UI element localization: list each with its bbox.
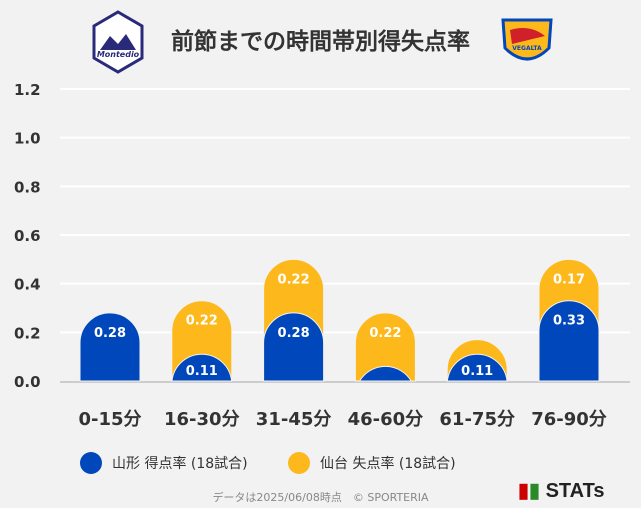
x-tick-label: 61-75分 [439, 409, 515, 430]
y-tick-label: 0.2 [14, 324, 41, 342]
legend-swatch [80, 452, 102, 474]
data-label: 0.28 [94, 326, 126, 341]
data-label: 0.11 [461, 364, 493, 379]
legend-swatch [288, 452, 310, 474]
y-tick-label: 0.0 [14, 373, 41, 391]
bar-home [79, 312, 141, 382]
data-label: 0.33 [553, 314, 585, 329]
bar-home [263, 312, 325, 382]
legend-label: 仙台 失点率 (18試合) [320, 456, 456, 472]
x-tick-label: 0-15分 [78, 409, 141, 430]
bar-away [354, 312, 416, 382]
y-tick-label: 0.6 [14, 227, 41, 245]
chart-title: 前節までの時間帯別得失点率 [171, 29, 470, 55]
y-tick-label: 0.4 [14, 276, 41, 294]
x-tick-label: 16-30分 [164, 409, 240, 430]
data-label: 0.22 [186, 314, 218, 329]
y-tick-label: 1.0 [14, 130, 41, 148]
footer: データは2025/06/08時点 © SPORTERIA [212, 491, 429, 504]
svg-text:VEGALTA: VEGALTA [512, 45, 542, 52]
x-tick-label: 31-45分 [256, 409, 332, 430]
data-label: 0.11 [186, 364, 218, 379]
data-label: 0.22 [369, 326, 401, 341]
away-logo: VEGALTA [501, 18, 553, 61]
x-tick-label: 76-90分 [531, 409, 607, 430]
legend-label: 山形 得点率 (18試合) [112, 456, 248, 472]
bar-home [171, 353, 233, 382]
bar-home [538, 300, 600, 382]
x-tick-label: 46-60分 [348, 409, 424, 430]
data-label: 0.28 [278, 326, 310, 341]
bar-home [358, 365, 413, 382]
legend-home: 山形 得点率 (18試合) [80, 452, 248, 474]
svg-text:Montedio: Montedio [97, 50, 140, 59]
stats-logo: ▮▮ STATs [518, 480, 605, 502]
legend-away: 仙台 失点率 (18試合) [288, 452, 456, 474]
data-label: 0.17 [553, 272, 585, 287]
home-logo: Montedio [92, 10, 144, 74]
y-tick-label: 1.2 [14, 81, 41, 99]
bar-home [446, 353, 508, 382]
y-tick-label: 0.8 [14, 178, 41, 196]
data-label: 0.22 [278, 272, 310, 287]
